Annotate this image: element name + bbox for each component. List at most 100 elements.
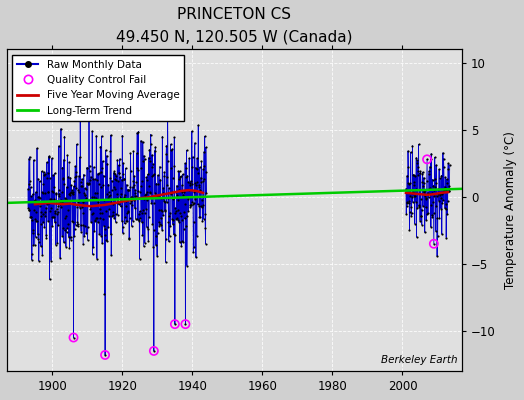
Point — [193, 201, 202, 208]
Point — [181, 321, 190, 327]
Point — [67, 234, 75, 240]
Point — [114, 200, 123, 207]
Point — [111, 186, 119, 192]
Point — [197, 158, 205, 164]
Point — [119, 230, 127, 236]
Point — [80, 190, 88, 197]
Point — [125, 187, 133, 193]
Point — [123, 186, 132, 193]
Point — [185, 155, 193, 162]
Point — [136, 215, 144, 222]
Point — [427, 224, 435, 230]
Point — [439, 150, 447, 156]
Point — [407, 213, 416, 219]
Point — [191, 196, 200, 202]
Point — [100, 291, 108, 297]
Point — [150, 171, 159, 177]
Point — [152, 242, 160, 248]
Point — [113, 157, 122, 163]
Point — [171, 321, 179, 327]
Point — [66, 174, 74, 181]
Point — [141, 210, 149, 216]
Point — [91, 176, 99, 182]
Point — [421, 187, 430, 193]
Point — [100, 197, 108, 203]
Point — [179, 239, 187, 245]
Point — [138, 232, 147, 238]
Point — [59, 176, 67, 182]
Point — [433, 192, 441, 199]
Point — [73, 204, 81, 211]
Point — [438, 191, 446, 198]
Point — [423, 211, 432, 217]
Point — [191, 164, 200, 171]
Point — [119, 176, 128, 182]
Point — [434, 186, 442, 192]
Point — [146, 189, 154, 195]
Point — [428, 190, 436, 196]
Point — [101, 352, 110, 358]
Point — [182, 223, 190, 229]
Point — [68, 187, 77, 194]
Point — [38, 168, 46, 175]
Point — [430, 192, 439, 199]
Point — [132, 216, 140, 222]
Point — [171, 210, 179, 216]
Point — [118, 132, 126, 139]
Point — [57, 126, 65, 132]
Point — [67, 236, 75, 243]
Point — [163, 174, 171, 180]
Point — [423, 156, 431, 162]
Point — [149, 244, 158, 250]
Point — [178, 238, 186, 244]
Point — [181, 201, 189, 208]
Point — [92, 132, 101, 139]
Point — [27, 193, 36, 199]
Point — [149, 161, 157, 167]
Point — [47, 196, 55, 202]
Point — [405, 181, 413, 187]
Point — [77, 228, 85, 235]
Point — [122, 203, 130, 210]
Point — [135, 218, 143, 224]
Point — [177, 173, 185, 180]
Point — [35, 194, 43, 200]
Point — [431, 184, 440, 190]
Point — [146, 131, 155, 138]
Point — [99, 216, 107, 222]
Point — [115, 156, 124, 162]
Point — [110, 170, 118, 176]
Point — [116, 194, 124, 200]
Point — [441, 184, 449, 190]
Point — [74, 199, 82, 206]
Point — [44, 218, 52, 224]
Point — [417, 212, 425, 219]
Point — [439, 156, 447, 162]
Point — [435, 166, 443, 172]
Point — [405, 198, 413, 204]
Point — [167, 191, 176, 197]
Point — [201, 225, 210, 232]
Point — [97, 232, 105, 239]
Point — [195, 202, 203, 209]
Point — [416, 168, 424, 174]
Point — [198, 196, 206, 203]
Point — [154, 172, 162, 178]
Point — [110, 184, 118, 190]
Point — [30, 242, 39, 248]
Point — [82, 186, 91, 192]
Point — [137, 183, 145, 189]
Point — [411, 186, 420, 192]
Point — [151, 190, 159, 196]
Point — [61, 227, 69, 234]
Point — [194, 184, 203, 190]
Point — [171, 321, 179, 327]
Point — [108, 213, 116, 220]
Point — [131, 193, 139, 199]
Point — [57, 196, 65, 203]
Point — [38, 189, 46, 196]
Point — [156, 207, 165, 214]
Point — [86, 174, 95, 180]
Point — [185, 180, 194, 186]
Point — [411, 220, 419, 227]
